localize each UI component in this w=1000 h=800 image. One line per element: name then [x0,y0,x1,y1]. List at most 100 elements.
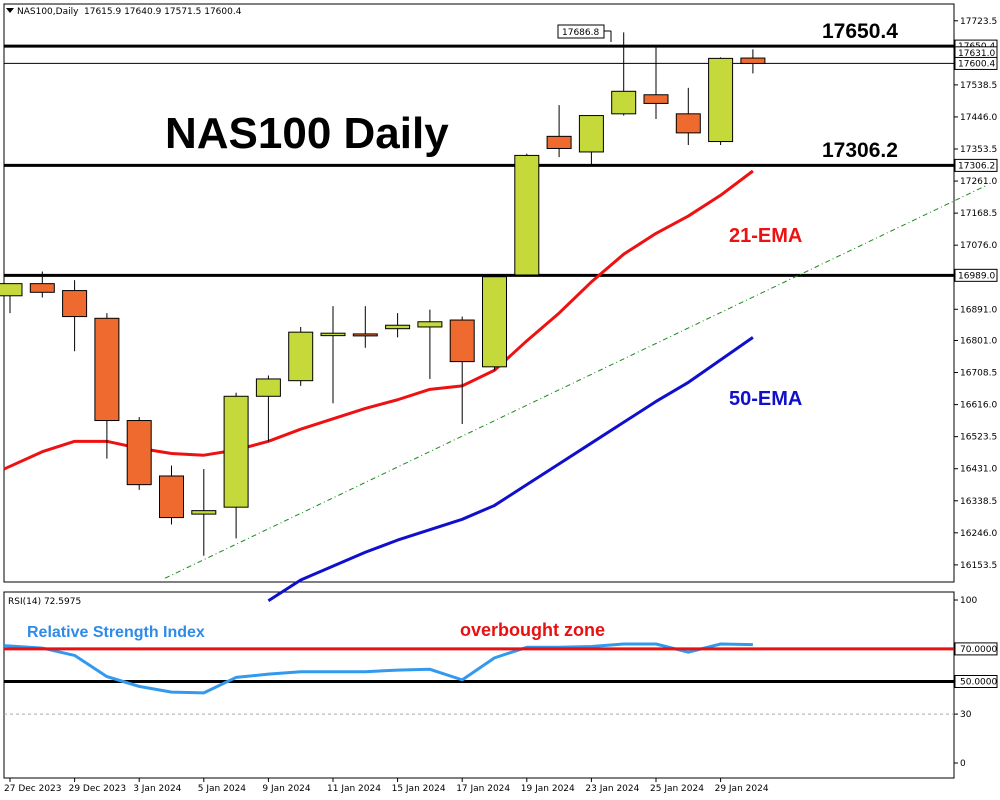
price-tick-label: 16431.0 [960,465,997,475]
x-tick-label: 11 Jan 2024 [327,784,381,794]
x-tick-label: 19 Jan 2024 [521,784,575,794]
x-tick-label: 25 Jan 2024 [650,784,704,794]
candle-body [643,94,669,104]
rsi-header: RSI(14) 72.5975 [8,597,81,607]
candle-body [514,154,540,276]
level-upper-label: 17650.4 [822,20,898,43]
trendline-layer [164,185,986,579]
high-callout-text: 17686.8 [562,28,599,38]
candle-8 [255,375,281,442]
candle-body [159,475,184,519]
candle-body [223,395,249,508]
price-tick-label: 16153.5 [960,561,997,571]
candles [0,32,766,556]
ohlc-header: 17615.9 17640.9 17571.5 17600.4 [84,7,242,17]
rsi-panel-frame [3,591,955,779]
candle-body [675,113,701,134]
rsi-name-label: Relative Strength Index [27,624,205,641]
candle-1 [29,271,55,298]
price-tick-label: 16338.5 [960,497,997,507]
triangle-down-icon[interactable] [6,8,14,13]
price-tick-label: 17261.0 [960,177,997,187]
price-box-label: 17631.0 [958,49,995,59]
ema21-label: 21-EMA [729,225,802,247]
price-box-label: 16989.0 [958,271,995,281]
candle-body [708,57,734,143]
candle-22 [708,57,734,146]
x-tick-label: 17 Jan 2024 [456,784,510,794]
horizontal-levels [4,44,954,277]
price-tick-label: 17538.5 [960,81,997,91]
candle-body [288,331,314,382]
candle-0 [0,283,23,314]
price-box [954,56,998,70]
price-tick-label: 17723.5 [960,17,997,27]
candle-17 [546,105,572,158]
candle-14 [449,316,475,425]
candle-body [417,321,443,328]
price-tick-label: 16801.0 [960,336,997,346]
price-tick-label: 17446.0 [960,113,997,123]
x-tick-label: 15 Jan 2024 [392,784,446,794]
price-panel-frame [3,3,955,583]
candle-6 [191,469,217,556]
candle-5 [159,465,184,525]
x-tick-label: 27 Dec 2023 [4,784,62,794]
x-tick-label: 29 Dec 2023 [69,784,127,794]
candle-body [0,283,23,297]
x-axis: 27 Dec 2023 29 Dec 2023 3 Jan 2024 5 Jan 20… [4,778,769,794]
price-tick-label: 16708.5 [960,369,997,379]
rsi-layer: 100 70.0000 50.0000 30 0 [3,596,998,769]
x-tick-label: 23 Jan 2024 [585,784,639,794]
x-tick-label: 5 Jan 2024 [198,784,246,794]
candle-11 [352,306,378,348]
candle-body [740,57,766,64]
candle-body [255,378,281,397]
symbol-header: NAS100,Daily [17,7,79,17]
rsi-tick-label: 50.0000 [960,678,997,688]
overbought-label: overbought zone [460,620,605,640]
candle-body [352,333,378,337]
candle-body [62,290,88,318]
price-tick-label: 16891.0 [960,305,997,315]
price-axis-ticks: 17723.5 17631.0 17538.5 17446.0 17353.5 17261… [954,17,997,571]
x-tick-label: 29 Jan 2024 [715,784,769,794]
candle-3 [94,313,120,459]
ema50-label: 50-EMA [729,388,802,410]
candle-16 [514,153,540,277]
candle-12 [385,313,411,338]
candle-7 [223,392,249,539]
rsi-tick-label: 100 [960,596,977,606]
level-mid-label: 17306.2 [822,139,898,162]
price-tick-label: 17353.5 [960,145,997,155]
candle-body [385,324,411,330]
candle-2 [62,280,88,352]
candle-body [578,115,604,153]
candle-body [611,90,637,115]
trendline [164,185,986,579]
ema50-line [267,336,754,603]
price-tick-label: 16246.0 [960,529,997,539]
price-tick-label: 17168.5 [960,209,997,219]
candle-10 [320,306,346,404]
price-tick-label: 17076.0 [960,241,997,251]
x-tick-label: 3 Jan 2024 [133,784,181,794]
x-tick-label: 9 Jan 2024 [262,784,310,794]
price-box [954,158,998,172]
price-tick-label: 16523.5 [960,433,997,443]
candle-23 [740,49,766,74]
rsi-tick-box [954,642,998,656]
price-tick-label: 16616.0 [960,401,997,411]
rsi-tick-box [954,675,998,688]
price-box-label: 17600.4 [958,59,995,69]
price-box [954,268,998,282]
candle-21 [675,87,701,146]
candle-9 [288,326,314,386]
candle-body [449,319,475,363]
high-callout: 17686.8 [557,24,612,42]
candle-body [29,283,55,293]
candle-body [482,276,507,368]
